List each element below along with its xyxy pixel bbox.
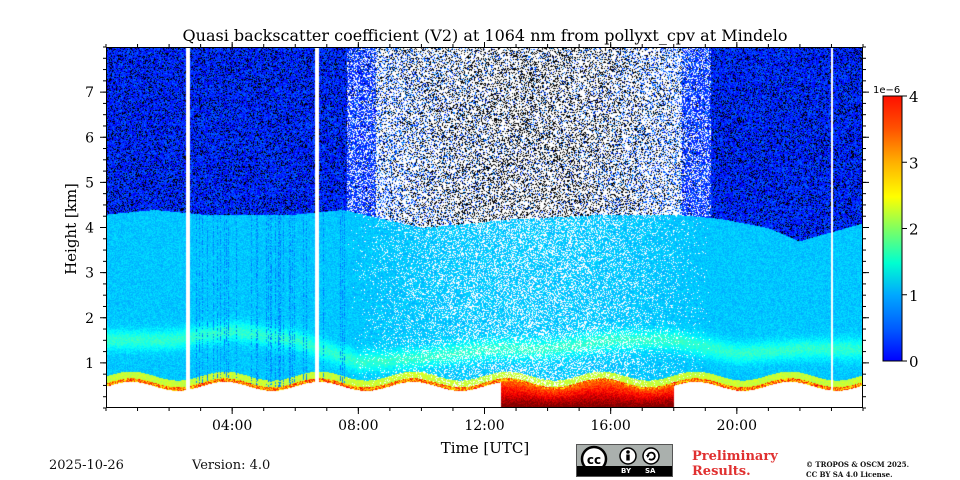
x-axis: 04:00 08:00 12:00 16:00 20:00 [105,42,864,434]
x-tick-label: 16:00 [590,418,630,434]
colorbar-tick-label: 1 [909,287,919,305]
y-axis: 1 2 3 4 5 6 7 [85,46,869,409]
plot-area [106,47,863,408]
y-axis-label: Height [km] [62,183,80,275]
share-alike-icon [642,447,660,465]
colorbar-tick-label: 4 [909,88,919,106]
preliminary-line-2: Results. [692,464,751,479]
colorbar-ticks: 0 1 2 3 4 [902,88,919,371]
svg-text:cc: cc [587,453,601,467]
y-tick-label: 3 [85,266,94,282]
cc-sa-text: SA [645,467,656,475]
colorbar [882,95,903,362]
colorbar-tick-label: 2 [909,221,919,239]
chart-title: Quasi backscatter coefficient (V2) at 10… [183,26,788,45]
cc-bar: BY SA [577,466,672,476]
cc-logo-icon: cc [580,445,660,473]
colorbar-tick-label: 0 [909,353,919,371]
version-label: Version: 4.0 [192,458,271,473]
copyright-line-1: © TROPOS & OSCM 2025. [806,460,910,469]
y-tick-label: 2 [85,311,94,327]
x-tick-label: 12:00 [464,418,504,434]
y-tick-label: 7 [85,85,94,101]
x-tick-label: 20:00 [717,418,757,434]
y-tick-label: 5 [85,175,94,191]
copyright-line-2: CC BY SA 4.0 License. [806,470,893,479]
date-label: 2025-10-26 [49,458,124,473]
y-tick-label: 4 [85,221,94,237]
colorbar-scale-label: 1e−6 [873,85,900,96]
backscatter-heatmap [107,48,862,407]
copyright-notice: © TROPOS & OSCM 2025. CC BY SA 4.0 Licen… [806,460,909,480]
y-tick-label: 1 [85,356,94,372]
cc-license-badge[interactable]: cc BY SA [576,444,673,477]
colorbar-tick-label: 3 [909,154,919,172]
cc-by-text: BY [621,467,632,475]
x-axis-label: Time [UTC] [441,439,530,457]
y-tick-label: 6 [85,130,94,146]
x-tick-label: 04:00 [212,418,252,434]
preliminary-line-1: Preliminary [692,449,778,464]
x-tick-label: 08:00 [338,418,378,434]
preliminary-results-label: Preliminary Results. [692,449,778,479]
